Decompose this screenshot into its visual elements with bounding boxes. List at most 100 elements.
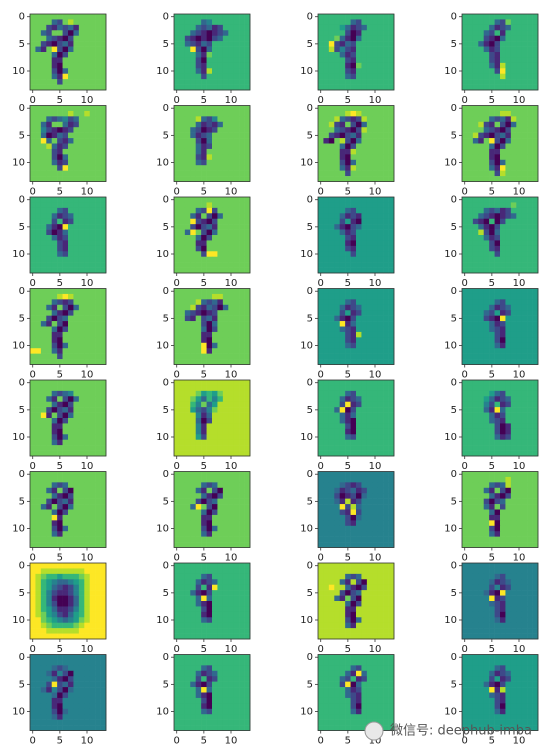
heatmap-cell xyxy=(334,401,341,408)
heatmap-cell xyxy=(30,725,36,731)
heatmap-cell xyxy=(350,482,357,489)
heatmap-cell xyxy=(89,380,96,386)
heatmap-cell xyxy=(527,595,533,602)
heatmap-cell xyxy=(500,584,506,591)
heatmap-cell xyxy=(57,197,63,203)
heatmap-cell xyxy=(57,401,63,408)
heatmap-cell xyxy=(217,659,224,666)
heatmap-cell xyxy=(328,434,335,441)
heatmap-cell xyxy=(467,213,474,220)
heatmap-cell xyxy=(356,342,362,349)
heatmap-cell xyxy=(46,579,53,586)
heatmap-cell xyxy=(233,628,240,634)
heatmap-cell xyxy=(244,299,251,306)
heatmap-cell xyxy=(377,396,384,403)
heatmap-cell xyxy=(532,617,539,624)
x-tick-label: 10 xyxy=(81,644,94,655)
heatmap-cell xyxy=(323,584,330,591)
heatmap-cell xyxy=(78,659,85,666)
y-tick-label: 10 xyxy=(444,432,457,443)
heatmap-cell xyxy=(217,568,224,575)
heatmap-cell xyxy=(78,197,85,203)
heatmap-cell xyxy=(78,563,85,569)
heatmap-cell xyxy=(372,299,379,306)
heatmap-cell xyxy=(516,654,523,661)
heatmap-cell xyxy=(51,326,58,333)
heatmap-cell xyxy=(40,326,47,333)
heatmap-cell xyxy=(73,670,80,677)
heatmap-cell xyxy=(516,542,523,548)
heatmap-cell xyxy=(388,310,395,316)
heatmap-cell xyxy=(30,434,36,441)
y-tick-label: 5 xyxy=(163,222,169,233)
heatmap-cell xyxy=(222,197,229,203)
heatmap-cell xyxy=(222,719,229,726)
heatmap-cell xyxy=(57,390,63,397)
heatmap-cell xyxy=(361,293,368,300)
heatmap-cell xyxy=(350,262,357,268)
heatmap-cell xyxy=(35,418,42,424)
heatmap-cell xyxy=(339,471,346,478)
heatmap-cell xyxy=(95,401,101,408)
heatmap-cell xyxy=(195,606,202,613)
heatmap-cell xyxy=(30,692,36,699)
heatmap-cell xyxy=(179,633,186,640)
heatmap-cell xyxy=(179,542,186,548)
heatmap-cell xyxy=(323,251,330,258)
heatmap-cell xyxy=(195,676,202,682)
heatmap-cell xyxy=(100,633,107,640)
heatmap-cell xyxy=(62,590,69,596)
heatmap-cell xyxy=(388,445,395,451)
heatmap-cell xyxy=(217,293,224,300)
heatmap-cell xyxy=(84,326,91,333)
heatmap-cell xyxy=(40,617,47,624)
heatmap-cell xyxy=(478,487,485,494)
heatmap-cell xyxy=(350,310,357,316)
heatmap-cell xyxy=(478,493,485,499)
heatmap-cell xyxy=(89,207,96,214)
heatmap-cell xyxy=(46,401,53,408)
heatmap-cell xyxy=(500,245,506,252)
heatmap-cell xyxy=(345,331,351,338)
heatmap-cell xyxy=(244,579,251,586)
heatmap-cell xyxy=(195,482,202,489)
heatmap-cell xyxy=(35,428,42,435)
heatmap-cell xyxy=(212,590,218,596)
heatmap-cell xyxy=(510,573,517,580)
heatmap-cell xyxy=(339,606,346,613)
heatmap-cell xyxy=(84,579,91,586)
heatmap-cell xyxy=(339,493,346,499)
heatmap-cell xyxy=(40,504,47,510)
heatmap-cell xyxy=(356,240,362,247)
heatmap-cell xyxy=(372,579,379,586)
heatmap-cell xyxy=(494,622,501,629)
heatmap-cell xyxy=(190,396,197,403)
heatmap-cell xyxy=(179,299,186,306)
heatmap-cell xyxy=(100,606,107,613)
heatmap-cell xyxy=(95,321,101,327)
heatmap-cell xyxy=(516,482,523,489)
heatmap-cell xyxy=(73,681,80,688)
heatmap-cell xyxy=(100,251,107,258)
heatmap-cell xyxy=(483,359,490,365)
heatmap-cell xyxy=(244,633,251,640)
heatmap-cell xyxy=(206,590,213,596)
heatmap-cell xyxy=(532,348,539,354)
heatmap-cell xyxy=(356,423,362,430)
heatmap-cell xyxy=(190,251,197,258)
heatmap-cell xyxy=(494,315,501,322)
heatmap-cell xyxy=(40,423,47,430)
heatmap-cell xyxy=(478,267,485,274)
heatmap-cell xyxy=(239,601,245,607)
heatmap-cell xyxy=(527,542,533,548)
heatmap-cell xyxy=(339,509,346,516)
heatmap-cell xyxy=(372,568,379,575)
heatmap-cell xyxy=(233,326,240,333)
heatmap-cell xyxy=(62,676,69,682)
heatmap-cell xyxy=(46,654,53,661)
heatmap-cell xyxy=(500,606,506,613)
heatmap-cell xyxy=(366,315,373,322)
heatmap-cell xyxy=(73,498,80,505)
heatmap-cell xyxy=(472,476,479,483)
heatmap-cell xyxy=(366,665,373,672)
